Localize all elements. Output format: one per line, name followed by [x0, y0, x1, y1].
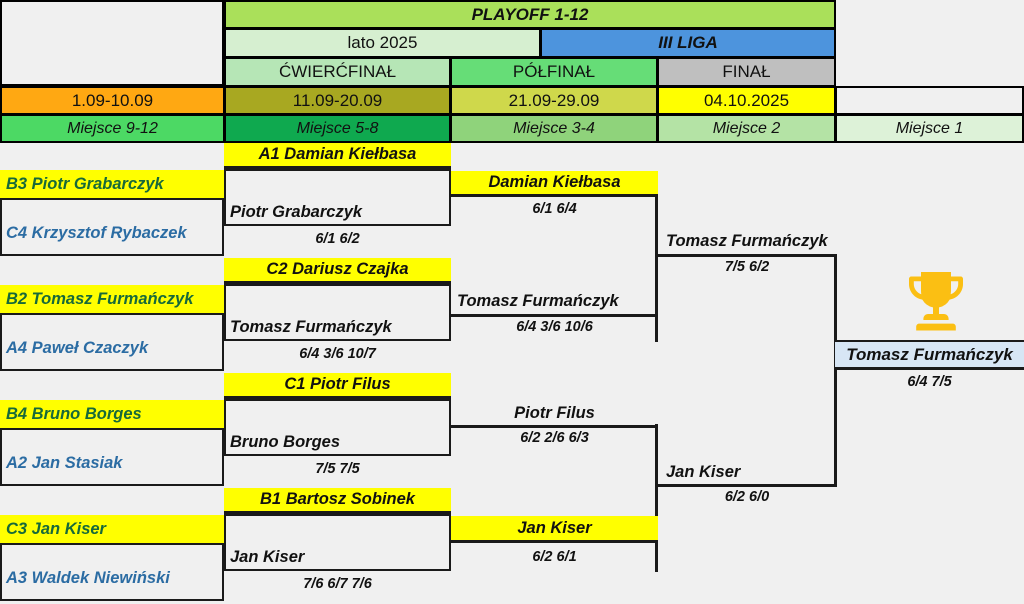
qf-score-2: 6/4 3/6 10/7: [299, 346, 376, 362]
sf-winner-2-name[interactable]: Piotr Filus: [514, 403, 595, 422]
header-round-quarterfinal: ĆWIERĆFINAŁ: [224, 57, 451, 87]
champion-score: 6/4 7/5: [907, 374, 952, 390]
qf-winner-4[interactable]: Jan Kiser: [230, 547, 305, 566]
sf-underline-1: [451, 314, 658, 317]
sf-underline-2: [451, 425, 658, 428]
final-bottom-score: 6/2 6/0: [724, 489, 770, 505]
qf-score-4: 7/6 6/7 7/6: [303, 576, 372, 592]
r1-player-b4[interactable]: B4 Bruno Borges: [0, 400, 224, 429]
qf-score-1: 6/1 6/2: [315, 231, 360, 247]
r1-player-a2[interactable]: A2 Jan Stasiak: [6, 453, 123, 472]
header-date-0: 1.09-10.09: [0, 86, 225, 115]
qf-seeded-c1[interactable]: C1 Piotr Filus: [224, 373, 451, 399]
qf-box-4: [224, 514, 451, 571]
header-place-5-8: Miejsce 5-8: [224, 114, 451, 143]
sf-winner-1-name[interactable]: Damian Kiełbasa: [451, 171, 658, 197]
qf-seeded-b1[interactable]: B1 Bartosz Sobinek: [224, 488, 451, 514]
sf-score-1-bottom: 6/4 3/6 10/6: [516, 319, 593, 335]
r1-player-c4[interactable]: C4 Krzysztof Rybaczek: [6, 223, 187, 242]
r1-player-c3[interactable]: C3 Jan Kiser: [0, 515, 224, 544]
header-place-3-4: Miejsce 3-4: [450, 114, 658, 143]
header-corner-blank: [0, 0, 224, 86]
qf-box-3: [224, 399, 451, 456]
header-round-semifinal: PÓŁFINAŁ: [450, 57, 658, 87]
r1-player-a3[interactable]: A3 Waldek Niewiński: [6, 568, 170, 587]
final-top-player[interactable]: Tomasz Furmańczyk: [666, 231, 828, 250]
qf-winner-3[interactable]: Bruno Borges: [230, 432, 341, 451]
r1-box-1b: [0, 198, 224, 256]
qf-winner-1[interactable]: Piotr Grabarczyk: [230, 202, 363, 221]
r1-box-4b: [0, 543, 224, 601]
sf-bracket-line-2: [655, 424, 658, 572]
qf-winner-2[interactable]: Tomasz Furmańczyk: [230, 317, 392, 336]
final-bottom-underline: [655, 484, 837, 487]
sf-bracket-line-1: [655, 194, 658, 342]
header-place-1: Miejsce 1: [835, 114, 1024, 143]
header-season: lato 2025: [224, 28, 541, 58]
qf-score-3: 7/5 7/5: [315, 461, 360, 477]
r1-player-a4[interactable]: A4 Paweł Czaczyk: [6, 338, 149, 357]
header-date-blank: [835, 86, 1024, 115]
header-place-9-12: Miejsce 9-12: [0, 114, 225, 143]
sf-score-1-top: 6/1 6/4: [532, 201, 577, 217]
header-date-2: 21.09-29.09: [450, 86, 658, 115]
final-top-score: 7/5 6/2: [724, 259, 770, 275]
final-top-underline: [655, 254, 837, 257]
header-date-3: 04.10.2025: [657, 86, 836, 115]
sf-score-2-top: 6/2 2/6 6/3: [520, 430, 589, 446]
qf-seeded-a1[interactable]: A1 Damian Kiełbasa: [224, 143, 451, 169]
champion-name[interactable]: Tomasz Furmańczyk: [835, 340, 1024, 370]
qf-box-2: [224, 284, 451, 341]
header-place-2: Miejsce 2: [657, 114, 836, 143]
sf-advancer-1[interactable]: Tomasz Furmańczyk: [457, 291, 619, 310]
trophy-icon: [900, 266, 972, 338]
sf-score-2-bottom: 6/2 6/1: [532, 549, 577, 565]
qf-seeded-c2[interactable]: C2 Dariusz Czajka: [224, 258, 451, 284]
r1-box-2b: [0, 313, 224, 371]
header-league: III LIGA: [540, 28, 836, 58]
header-date-1: 11.09-20.09: [224, 86, 451, 115]
r1-player-b3[interactable]: B3 Piotr Grabarczyk: [0, 170, 224, 199]
qf-box-1: [224, 169, 451, 226]
final-bottom-player[interactable]: Jan Kiser: [666, 462, 741, 481]
header-playoff-title: PLAYOFF 1-12: [224, 0, 836, 29]
r1-player-b2[interactable]: B2 Tomasz Furmańczyk: [0, 285, 224, 314]
sf-advancer-2[interactable]: Jan Kiser: [451, 516, 658, 543]
r1-box-3b: [0, 428, 224, 486]
header-round-final: FINAŁ: [657, 57, 836, 87]
